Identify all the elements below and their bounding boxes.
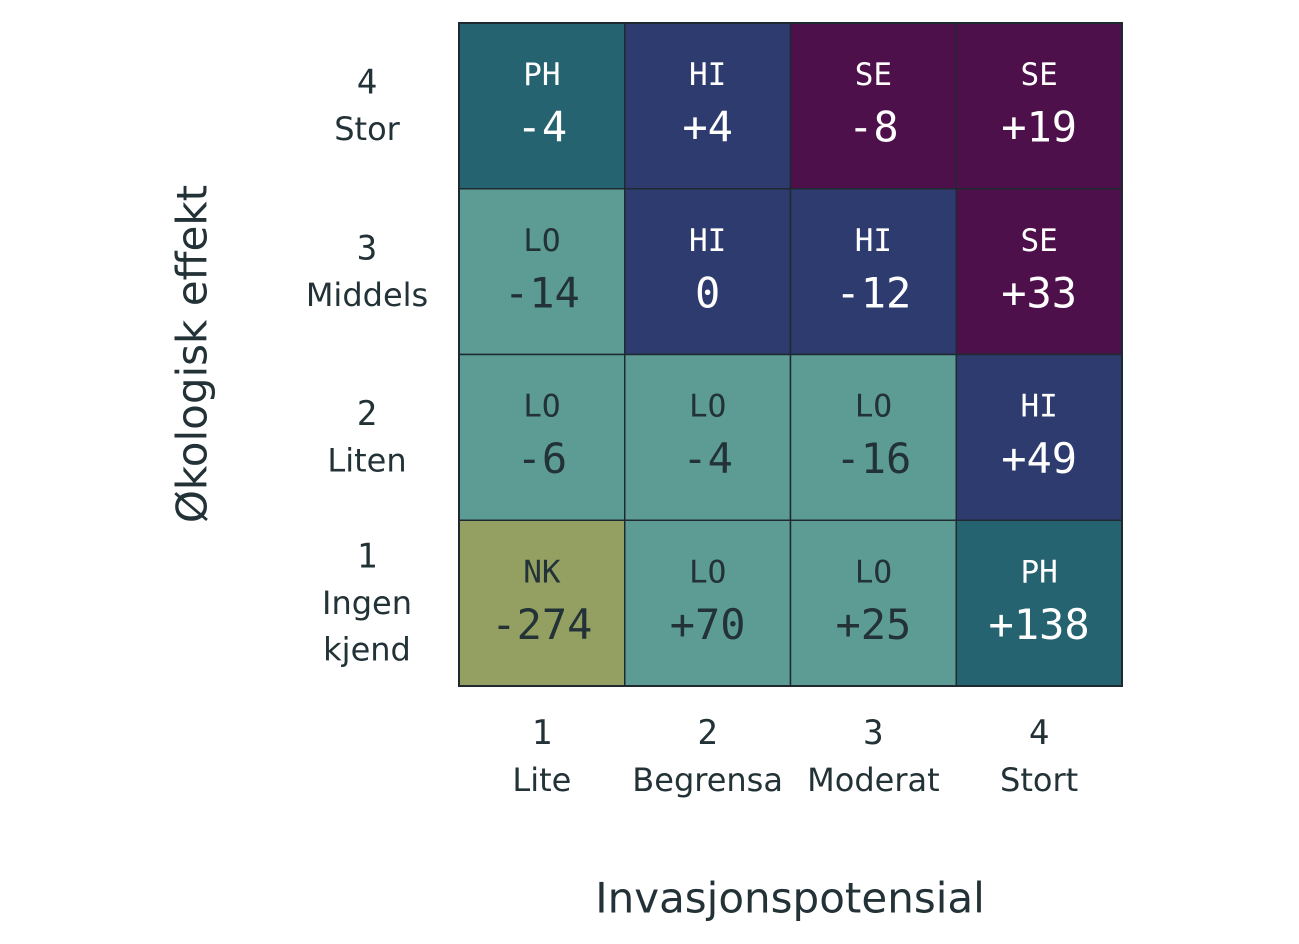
- x-tick-number: 3: [863, 713, 883, 753]
- cell-rect: [458, 22, 626, 190]
- x-tick: 2 Begrensa: [632, 713, 783, 799]
- cell-code: LO: [855, 554, 892, 590]
- cell-value: +19: [1001, 103, 1077, 152]
- matrix-cell: SE +19: [955, 22, 1123, 190]
- y-tick: 1 Ingen kjend: [322, 537, 412, 669]
- cell-code: NK: [523, 554, 561, 590]
- cell-rect: [624, 188, 792, 356]
- cell-code: SE: [1020, 223, 1057, 259]
- cell-code: PH: [523, 57, 560, 93]
- y-tick: 2 Liten: [327, 394, 406, 480]
- matrix-cell: PH +138: [955, 519, 1123, 687]
- x-tick-number: 1: [532, 713, 552, 753]
- x-tick-number: 2: [697, 713, 717, 753]
- y-tick-label: Ingen: [322, 584, 412, 622]
- matrix-cell: LO -16: [789, 353, 957, 521]
- cell-value: -4: [682, 434, 733, 483]
- y-axis-title: Økologisk effekt: [168, 185, 217, 523]
- x-tick: 3 Moderat: [807, 713, 940, 799]
- x-tick-number: 4: [1029, 713, 1049, 753]
- matrix-cell: SE -8: [789, 22, 957, 190]
- matrix-cell: SE +33: [955, 188, 1123, 356]
- cell-value: -16: [835, 434, 911, 483]
- matrix-cell: HI -12: [789, 188, 957, 356]
- cell-code: LO: [855, 389, 892, 425]
- cell-value: -6: [517, 434, 568, 483]
- x-tick-label: Lite: [512, 761, 571, 799]
- x-axis-title: Invasjonspotensial: [595, 874, 985, 923]
- x-axis-ticks: 1 Lite 2 Begrensa 3 Moderat 4 Stort: [512, 713, 1078, 799]
- cell-value: +138: [989, 600, 1090, 649]
- cell-code: LO: [689, 554, 726, 590]
- x-tick-label: Begrensa: [632, 761, 783, 799]
- cell-code: SE: [1020, 57, 1057, 93]
- matrix-cells: PH-4HI+4SE-8SE+19LO-14HI0HI-12SE+33LO-6L…: [458, 22, 1123, 687]
- x-tick: 1 Lite: [512, 713, 571, 799]
- cell-rect: [624, 519, 792, 687]
- matrix-cell: LO +70: [624, 519, 792, 687]
- matrix-cell: LO -6: [458, 353, 626, 521]
- matrix-cell: PH -4: [458, 22, 626, 190]
- matrix-cell: HI 0: [624, 188, 792, 356]
- cell-rect: [458, 188, 626, 356]
- y-tick-label: Stor: [334, 110, 400, 148]
- matrix-cell: HI +49: [955, 353, 1123, 521]
- cell-rect: [955, 519, 1123, 687]
- cell-rect: [458, 519, 626, 687]
- y-tick-number: 3: [357, 228, 377, 268]
- cell-code: LO: [523, 389, 560, 425]
- cell-rect: [955, 353, 1123, 521]
- cell-code: PH: [1020, 554, 1057, 590]
- x-tick: 4 Stort: [1000, 713, 1078, 799]
- cell-code: HI: [689, 223, 726, 259]
- cell-value: +25: [835, 600, 911, 649]
- matrix-cell: HI +4: [624, 22, 792, 190]
- cell-value: -8: [848, 103, 899, 152]
- cell-code: HI: [855, 223, 892, 259]
- matrix-frame: [458, 22, 1123, 687]
- cell-value: +33: [1001, 268, 1077, 317]
- cell-value: +4: [682, 103, 733, 152]
- cell-code: HI: [1020, 389, 1057, 425]
- cell-rect: [624, 22, 792, 190]
- cell-value: +70: [670, 600, 746, 649]
- y-tick-number: 4: [357, 63, 377, 103]
- matrix-cell: NK -274: [458, 519, 626, 687]
- cell-value: 0: [695, 268, 720, 317]
- cell-code: SE: [855, 57, 892, 93]
- cell-rect: [955, 22, 1123, 190]
- cell-rect: [789, 519, 957, 687]
- matrix-cell: LO -4: [624, 353, 792, 521]
- y-tick-label: Middels: [306, 276, 428, 314]
- y-tick: 3 Middels: [306, 228, 428, 314]
- cell-value: -12: [835, 268, 911, 317]
- cell-code: LO: [523, 223, 560, 259]
- cell-rect: [955, 188, 1123, 356]
- cell-value: -4: [517, 103, 568, 152]
- matrix-cell: LO +25: [789, 519, 957, 687]
- cell-value: +49: [1001, 434, 1077, 483]
- y-tick-label: Liten: [327, 442, 406, 480]
- y-tick: 4 Stor: [334, 63, 400, 149]
- y-tick-number: 2: [357, 394, 377, 434]
- x-tick-label: Moderat: [807, 761, 940, 799]
- x-tick-label: Stort: [1000, 761, 1078, 799]
- cell-code: HI: [689, 57, 726, 93]
- cell-code: LO: [689, 389, 726, 425]
- y-tick-number: 1: [357, 537, 377, 577]
- cell-value: -14: [504, 268, 580, 317]
- y-tick-label: kjend: [323, 631, 411, 669]
- cell-rect: [624, 353, 792, 521]
- y-axis-ticks: 4 Stor 3 Middels 2 Liten 1 Ingen kjend: [306, 63, 428, 669]
- matrix-cell: LO -14: [458, 188, 626, 356]
- cell-value: -274: [491, 600, 592, 649]
